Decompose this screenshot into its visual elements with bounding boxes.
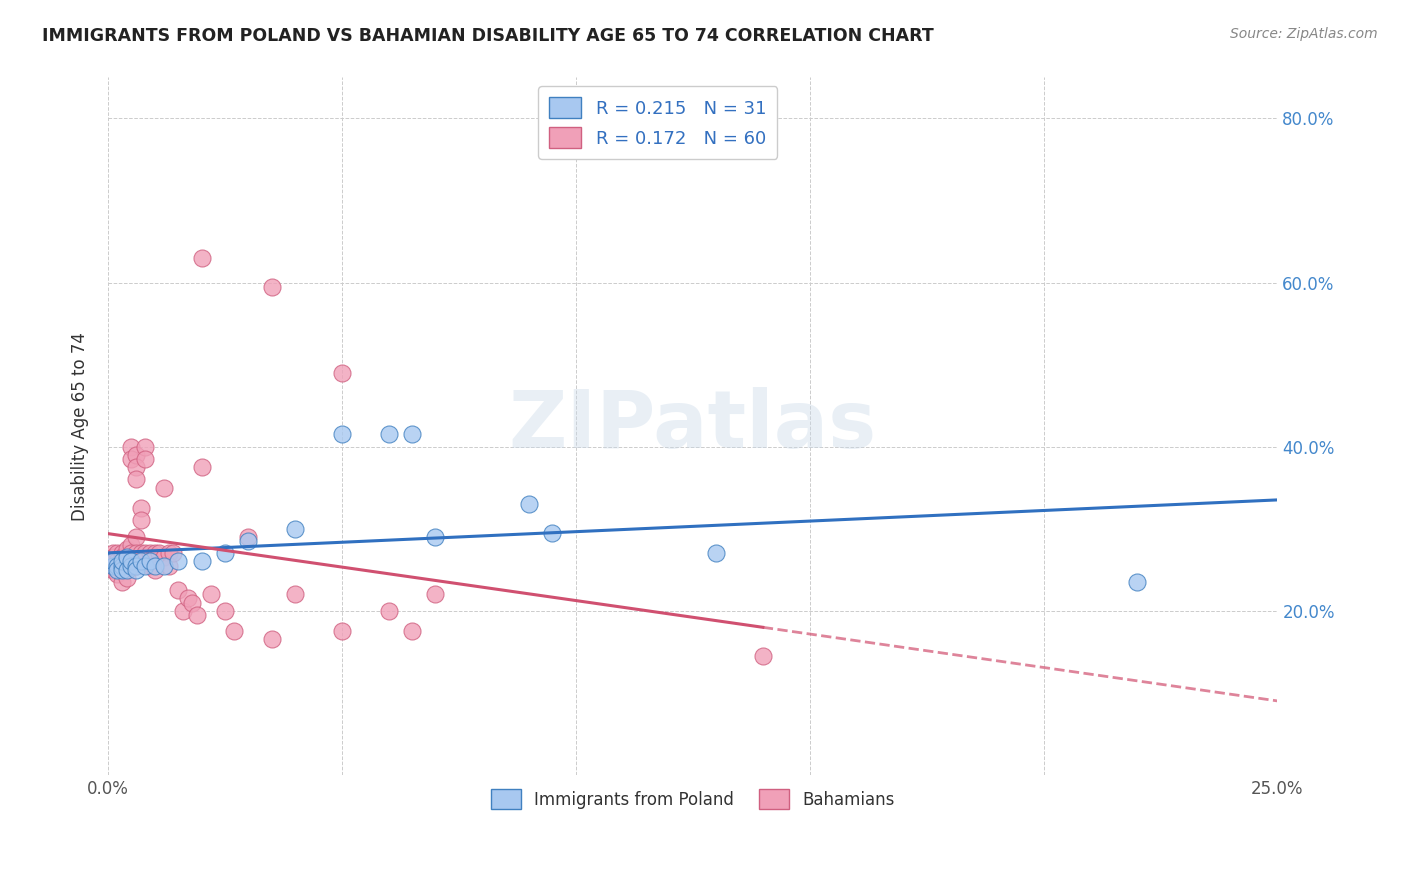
Point xyxy=(120,440,142,454)
Point xyxy=(134,546,156,560)
Point xyxy=(129,546,152,560)
Point xyxy=(111,546,134,560)
Point xyxy=(111,563,134,577)
Point xyxy=(134,452,156,467)
Point xyxy=(224,624,246,639)
Point xyxy=(284,522,307,536)
Point xyxy=(134,558,156,573)
Point xyxy=(111,558,134,573)
Point xyxy=(238,533,260,548)
Point xyxy=(111,550,134,565)
Point xyxy=(214,604,236,618)
Point xyxy=(752,648,775,663)
Point xyxy=(115,550,138,565)
Point xyxy=(125,530,148,544)
Point xyxy=(105,558,128,573)
Point xyxy=(200,587,222,601)
Point xyxy=(190,554,212,568)
Point xyxy=(105,546,128,560)
Point xyxy=(115,542,138,557)
Point xyxy=(330,624,353,639)
Point xyxy=(111,563,134,577)
Point xyxy=(425,587,447,601)
Point xyxy=(120,558,142,573)
Text: Source: ZipAtlas.com: Source: ZipAtlas.com xyxy=(1230,27,1378,41)
Point xyxy=(162,546,184,560)
Point xyxy=(143,558,166,573)
Point xyxy=(105,554,128,568)
Point xyxy=(129,513,152,527)
Point xyxy=(105,563,128,577)
Point xyxy=(139,546,162,560)
Point xyxy=(330,366,353,380)
Point xyxy=(120,558,142,573)
Point xyxy=(143,550,166,565)
Point xyxy=(238,530,260,544)
Point xyxy=(125,563,148,577)
Point xyxy=(101,558,124,573)
Point xyxy=(167,554,190,568)
Point xyxy=(111,574,134,589)
Point xyxy=(157,558,180,573)
Point xyxy=(139,554,162,568)
Point xyxy=(260,632,283,647)
Point xyxy=(111,558,134,573)
Point xyxy=(120,546,142,560)
Point xyxy=(129,501,152,516)
Point xyxy=(186,607,208,622)
Point xyxy=(190,251,212,265)
Point xyxy=(115,550,138,565)
Point xyxy=(125,460,148,475)
Point xyxy=(115,563,138,577)
Point xyxy=(284,587,307,601)
Point xyxy=(401,624,423,639)
Point xyxy=(101,554,124,568)
Point xyxy=(377,427,399,442)
Point xyxy=(330,427,353,442)
Point xyxy=(125,558,148,573)
Point xyxy=(139,558,162,573)
Point xyxy=(125,558,148,573)
Point xyxy=(167,583,190,598)
Point xyxy=(704,546,727,560)
Point xyxy=(172,604,194,618)
Point xyxy=(153,550,176,565)
Point xyxy=(101,550,124,565)
Point xyxy=(115,558,138,573)
Point xyxy=(425,530,447,544)
Text: IMMIGRANTS FROM POLAND VS BAHAMIAN DISABILITY AGE 65 TO 74 CORRELATION CHART: IMMIGRANTS FROM POLAND VS BAHAMIAN DISAB… xyxy=(42,27,934,45)
Point xyxy=(1126,574,1149,589)
Point xyxy=(181,595,204,609)
Point xyxy=(101,563,124,577)
Point xyxy=(214,546,236,560)
Point xyxy=(125,448,148,462)
Point xyxy=(153,481,176,495)
Legend: Immigrants from Poland, Bahamians: Immigrants from Poland, Bahamians xyxy=(484,782,901,815)
Point xyxy=(143,546,166,560)
Point xyxy=(120,538,142,552)
Point xyxy=(401,427,423,442)
Point xyxy=(105,566,128,581)
Point xyxy=(517,497,540,511)
Point xyxy=(111,554,134,568)
Point xyxy=(157,546,180,560)
Point xyxy=(541,525,564,540)
Y-axis label: Disability Age 65 to 74: Disability Age 65 to 74 xyxy=(72,332,89,521)
Point xyxy=(115,571,138,585)
Point xyxy=(134,440,156,454)
Point xyxy=(148,546,170,560)
Point xyxy=(125,546,148,560)
Point xyxy=(377,604,399,618)
Point xyxy=(120,452,142,467)
Point xyxy=(101,546,124,560)
Point xyxy=(129,554,152,568)
Point xyxy=(260,279,283,293)
Point xyxy=(120,554,142,568)
Point xyxy=(190,460,212,475)
Point xyxy=(176,591,198,606)
Point xyxy=(153,558,176,573)
Point xyxy=(143,563,166,577)
Text: ZIPatlas: ZIPatlas xyxy=(509,387,877,465)
Point xyxy=(125,473,148,487)
